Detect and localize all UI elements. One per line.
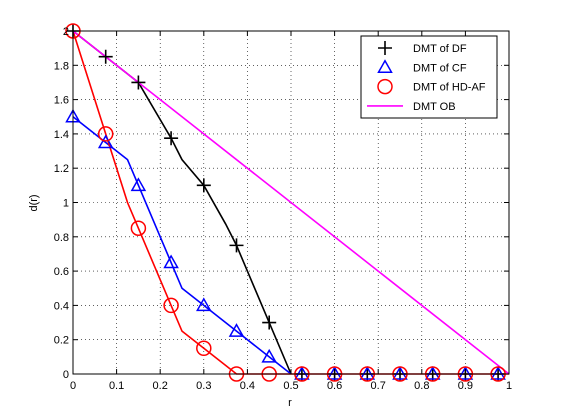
dmt-of-cf-point	[130, 177, 147, 192]
dmt-of-cf-point	[294, 365, 310, 380]
x-tick-label: 0.5	[283, 380, 298, 392]
dmt-of-cf-line	[72, 116, 292, 375]
dmt-of-df-point	[98, 49, 113, 64]
dmt-of-df-point	[196, 178, 211, 193]
y-tick-label: 0.8	[54, 232, 69, 244]
dmt-of-hd-af-legend-swatch	[377, 78, 393, 95]
dmt-of-df-legend-swatch	[378, 41, 392, 55]
dmt-of-cf-point	[359, 365, 376, 380]
dmt-of-cf-point	[457, 365, 474, 380]
x-tick-label: 0.3	[196, 380, 211, 392]
x-tick-label: 0.4	[240, 380, 255, 392]
y-tick-label: 1.6	[54, 95, 69, 107]
axis-ticks: 0 0.1 0.2 0.3 0.4 0.5 0.6 0.7 0.8 0.9 1 0 0.2 0.4 0.6 0…	[54, 26, 512, 392]
series-lines	[72, 30, 510, 375]
dmt-of-cf-point	[261, 348, 277, 363]
dmt-of-hd-af-legend-label: DMT of HD-AF	[413, 82, 486, 94]
dmt-ob-legend-label: DMT OB	[413, 101, 456, 113]
y-tick-label: 1.4	[54, 129, 69, 141]
y-tick-label: 0	[63, 369, 69, 381]
dmt-of-hd-af-point	[130, 220, 147, 236]
dmt-ob-line	[72, 30, 510, 375]
x-tick-label: 0.2	[153, 380, 168, 392]
y-tick-label: 1.2	[54, 163, 69, 175]
dmt-of-cf-point	[97, 134, 114, 149]
y-tick-label: 1	[63, 198, 69, 210]
x-tick-label: 0.9	[458, 380, 473, 392]
dmt-of-hd-af-point	[97, 126, 114, 142]
y-tick-label: 2	[63, 26, 69, 38]
x-tick-label: 0.1	[109, 380, 124, 392]
dmt-of-cf-point	[490, 365, 506, 380]
x-tick-label: 0.7	[371, 380, 386, 392]
dmt-of-hd-af-line	[72, 30, 509, 375]
dmt-of-df-legend-label: DMT of DF	[413, 43, 467, 55]
dmt-of-cf-legend-label: DMT of CF	[413, 62, 467, 74]
x-axis-label: r	[288, 397, 292, 409]
x-tick-label: 0.6	[327, 380, 342, 392]
dmt-of-cf-point	[392, 365, 408, 380]
dmt-of-cf-point	[228, 323, 245, 337]
dmt-of-cf-point	[163, 254, 179, 269]
dmt-of-df-point	[131, 75, 146, 90]
dmt-of-cf-point	[424, 365, 441, 380]
y-tick-label: 0.2	[54, 335, 69, 347]
y-tick-label: 0.4	[54, 300, 69, 312]
x-tick-label: 0	[70, 380, 76, 392]
x-tick-label: 0.8	[414, 380, 429, 392]
legend-box	[360, 35, 498, 119]
dmt-of-df-point	[164, 131, 179, 146]
legend: DMT of DF DMT of CF DMT of HD-AF DMT OB	[360, 35, 498, 119]
dmt-of-hd-af-point	[163, 297, 179, 314]
x-tick-label: 1	[506, 380, 512, 392]
y-axis-label: d(r)	[28, 194, 40, 211]
y-tick-label: 1.8	[54, 60, 69, 72]
dmt-of-df-point	[229, 238, 244, 253]
dmt-of-cf-point	[196, 297, 212, 312]
y-tick-label: 0.6	[54, 266, 69, 278]
dmt-of-cf-legend-swatch	[377, 59, 393, 74]
dmt-of-hd-af-point	[196, 340, 212, 357]
dmt-of-df-point	[262, 315, 277, 330]
dmt-of-cf-point	[326, 365, 343, 380]
